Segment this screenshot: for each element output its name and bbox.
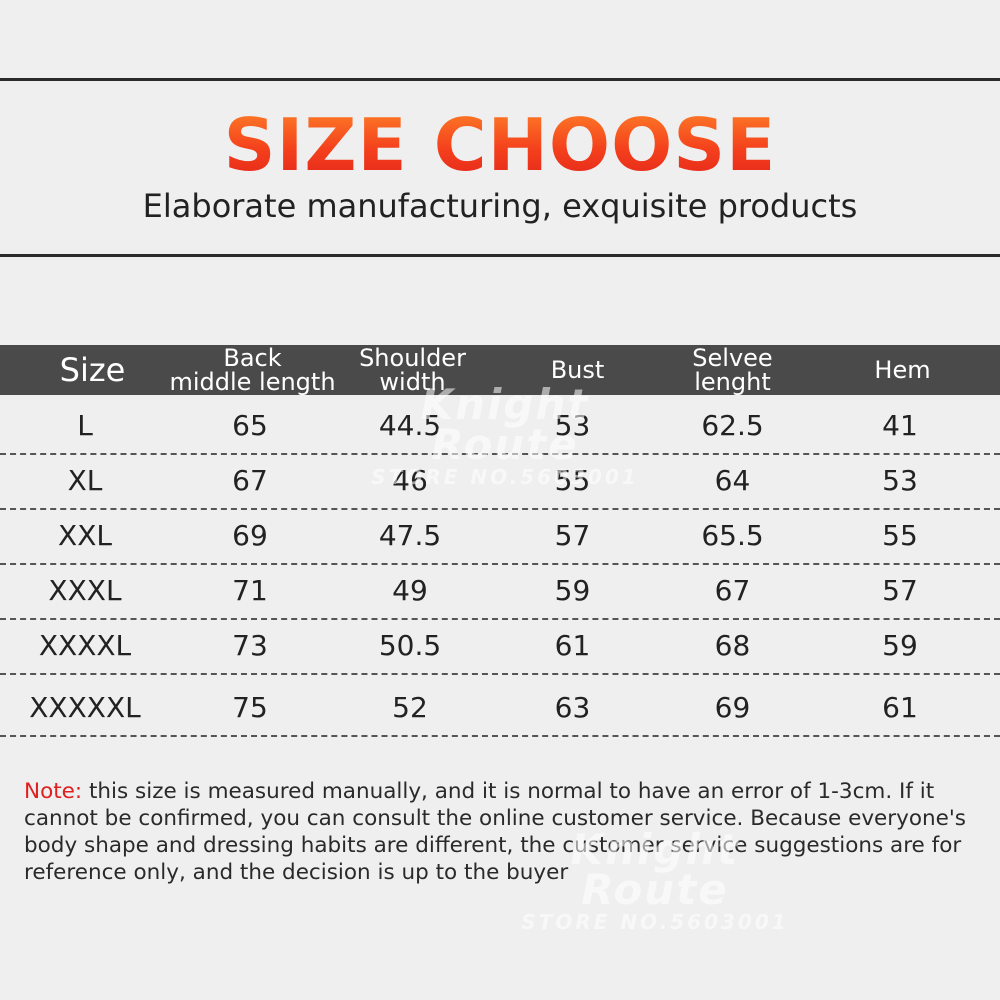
cell-size: L	[77, 409, 93, 442]
cell-bust: 53	[554, 409, 591, 442]
cell-hem: 53	[882, 464, 918, 497]
cell-size: XXL	[58, 519, 112, 552]
cell-sleeve-length: 64	[714, 464, 751, 497]
cell-sleeve-length: 69	[714, 691, 751, 724]
cell-hem: 57	[882, 574, 918, 607]
cell-bust: 59	[554, 574, 591, 607]
cell-size: XXXXL	[38, 629, 132, 662]
cell-bust: 63	[554, 691, 591, 724]
table-row: XXXXL 73 50.5 61 68 59	[0, 618, 1000, 675]
cell-shoulder-width: 52	[392, 691, 428, 724]
bottom-divider	[0, 254, 1000, 257]
table-row: L 65 44.5 53 62.5 41	[0, 398, 1000, 455]
column-header-hem: Hem	[874, 356, 931, 384]
cell-size: XXXL	[48, 574, 122, 607]
table-row: XXXL 71 49 59 67 57	[0, 563, 1000, 620]
column-header-back-length: Back middle length	[169, 344, 336, 396]
cell-sleeve-length: 65.5	[701, 519, 764, 552]
cell-back-length: 75	[232, 691, 268, 724]
cell-size: XL	[67, 464, 103, 497]
note-text: this size is measured manually, and it i…	[24, 779, 966, 885]
cell-shoulder-width: 50.5	[378, 629, 442, 662]
cell-bust: 57	[554, 519, 591, 552]
cell-sleeve-length: 62.5	[701, 409, 764, 442]
cell-back-length: 71	[232, 574, 268, 607]
cell-sleeve-length: 68	[714, 629, 751, 662]
cell-bust: 55	[554, 464, 591, 497]
cell-sleeve-length: 67	[714, 574, 751, 607]
size-note: Note: this size is measured manually, an…	[24, 778, 994, 886]
note-label: Note:	[24, 779, 83, 804]
cell-hem: 59	[882, 629, 918, 662]
cell-shoulder-width: 46	[392, 464, 428, 497]
cell-back-length: 69	[232, 519, 268, 552]
column-header-size: Size	[59, 351, 126, 389]
column-header-shoulder-width: Shoulder width	[359, 344, 466, 396]
cell-shoulder-width: 44.5	[378, 409, 442, 442]
cell-shoulder-width: 49	[392, 574, 428, 607]
cell-hem: 55	[882, 519, 918, 552]
cell-back-length: 67	[232, 464, 268, 497]
page-title: SIZE CHOOSE	[0, 100, 1000, 190]
table-row: XXXXXL 75 52 63 69 61	[0, 680, 1000, 737]
column-header-bust: Bust	[550, 356, 605, 384]
cell-hem: 61	[882, 691, 918, 724]
cell-back-length: 65	[232, 409, 268, 442]
top-divider	[0, 78, 1000, 81]
size-table-header: Size Back middle length Shoulder width B…	[0, 345, 1000, 395]
table-row: XXL 69 47.5 57 65.5 55	[0, 508, 1000, 565]
cell-bust: 61	[554, 629, 591, 662]
page-subtitle: Elaborate manufacturing, exquisite produ…	[142, 187, 858, 225]
column-header-sleeve-length: Selvee lenght	[692, 344, 773, 396]
table-row: XL 67 46 55 64 53	[0, 453, 1000, 510]
cell-size: XXXXXL	[29, 691, 141, 724]
cell-hem: 41	[882, 409, 918, 442]
cell-shoulder-width: 47.5	[378, 519, 442, 552]
cell-back-length: 73	[232, 629, 268, 662]
